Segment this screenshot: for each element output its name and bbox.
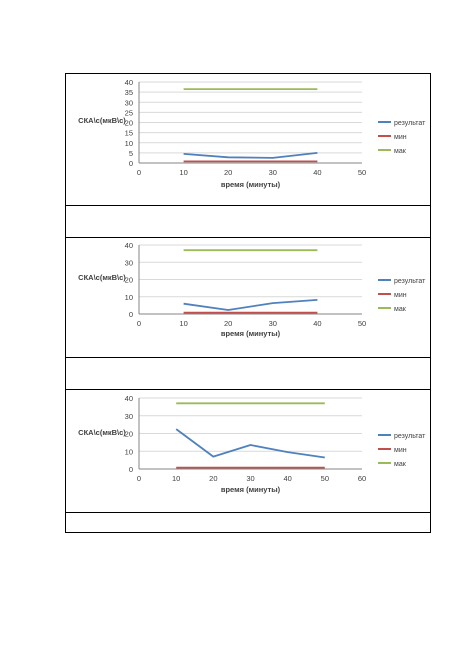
series-line-result (183, 299, 318, 311)
x-tick-label: 10 (179, 168, 187, 177)
x-tick-label: 30 (269, 319, 277, 328)
x-tick-label: 50 (358, 168, 366, 177)
y-tick-label: 10 (125, 139, 133, 148)
x-tick-label: 30 (269, 168, 277, 177)
y-axis-title: СКА\с(мкВ\с) (78, 273, 126, 282)
y-tick-label: 10 (125, 293, 133, 302)
x-tick-label: 0 (137, 319, 141, 328)
table-row-divider (66, 389, 430, 390)
y-tick-label: 40 (125, 78, 133, 87)
legend-label: мак (394, 461, 407, 468)
legend-label: мак (394, 148, 407, 155)
x-tick-label: 20 (209, 474, 217, 483)
x-axis-title: время (минуты) (221, 180, 281, 189)
x-tick-label: 10 (179, 319, 187, 328)
y-tick-label: 20 (125, 119, 133, 128)
x-tick-label: 0 (137, 474, 141, 483)
x-tick-label: 40 (313, 319, 321, 328)
x-tick-label: 40 (313, 168, 321, 177)
y-tick-label: 40 (125, 241, 133, 250)
table-row-divider (66, 237, 430, 238)
x-tick-label: 0 (137, 168, 141, 177)
chart-3: 0 10 20 30 40 0 10 20 30 40 50 60 СКА\с(мкВ\с) время … (78, 394, 426, 494)
table-row-divider (66, 357, 430, 358)
x-tick-label: 20 (224, 319, 232, 328)
x-tick-label: 10 (172, 474, 180, 483)
y-tick-label: 30 (125, 258, 133, 267)
y-axis-title: СКА\с(мкВ\с) (78, 428, 126, 437)
x-tick-label: 60 (358, 474, 366, 483)
legend-label: мак (394, 306, 407, 313)
x-tick-label: 30 (246, 474, 254, 483)
series-line-result (183, 152, 318, 159)
y-tick-label: 15 (125, 129, 133, 138)
x-axis-title: время (минуты) (221, 485, 281, 494)
chart-2: 0 10 20 30 40 0 10 20 30 40 50 СКА\с(мкВ\с) время (м… (78, 241, 426, 338)
x-tick-label: 40 (283, 474, 291, 483)
y-tick-label: 30 (125, 98, 133, 107)
x-tick-label: 50 (358, 319, 366, 328)
y-tick-label: 0 (129, 465, 133, 474)
y-tick-label: 40 (125, 394, 133, 403)
legend-label: результат (394, 278, 426, 285)
y-tick-label: 35 (125, 88, 133, 97)
y-tick-label: 20 (125, 276, 133, 285)
legend-label: результат (394, 433, 426, 440)
y-tick-label: 0 (129, 310, 133, 319)
y-tick-label: 30 (125, 412, 133, 421)
y-axis-title: СКА\с(мкВ\с) (78, 116, 126, 125)
y-tick-label: 10 (125, 447, 133, 456)
legend-label: мин (394, 292, 407, 299)
legend-label: результат (394, 120, 426, 127)
y-tick-label: 20 (125, 430, 133, 439)
x-tick-label: 50 (321, 474, 329, 483)
legend-label: мин (394, 447, 407, 454)
table-row-divider (66, 512, 430, 513)
y-tick-label: 25 (125, 108, 133, 117)
x-axis-title: время (минуты) (221, 329, 281, 338)
table-row-divider (66, 205, 430, 206)
series-line-result (175, 428, 325, 459)
x-tick-label: 20 (224, 168, 232, 177)
charts-table (65, 73, 431, 533)
legend-label: мин (394, 134, 407, 141)
y-tick-label: 5 (129, 149, 133, 158)
y-tick-label: 0 (129, 159, 133, 168)
